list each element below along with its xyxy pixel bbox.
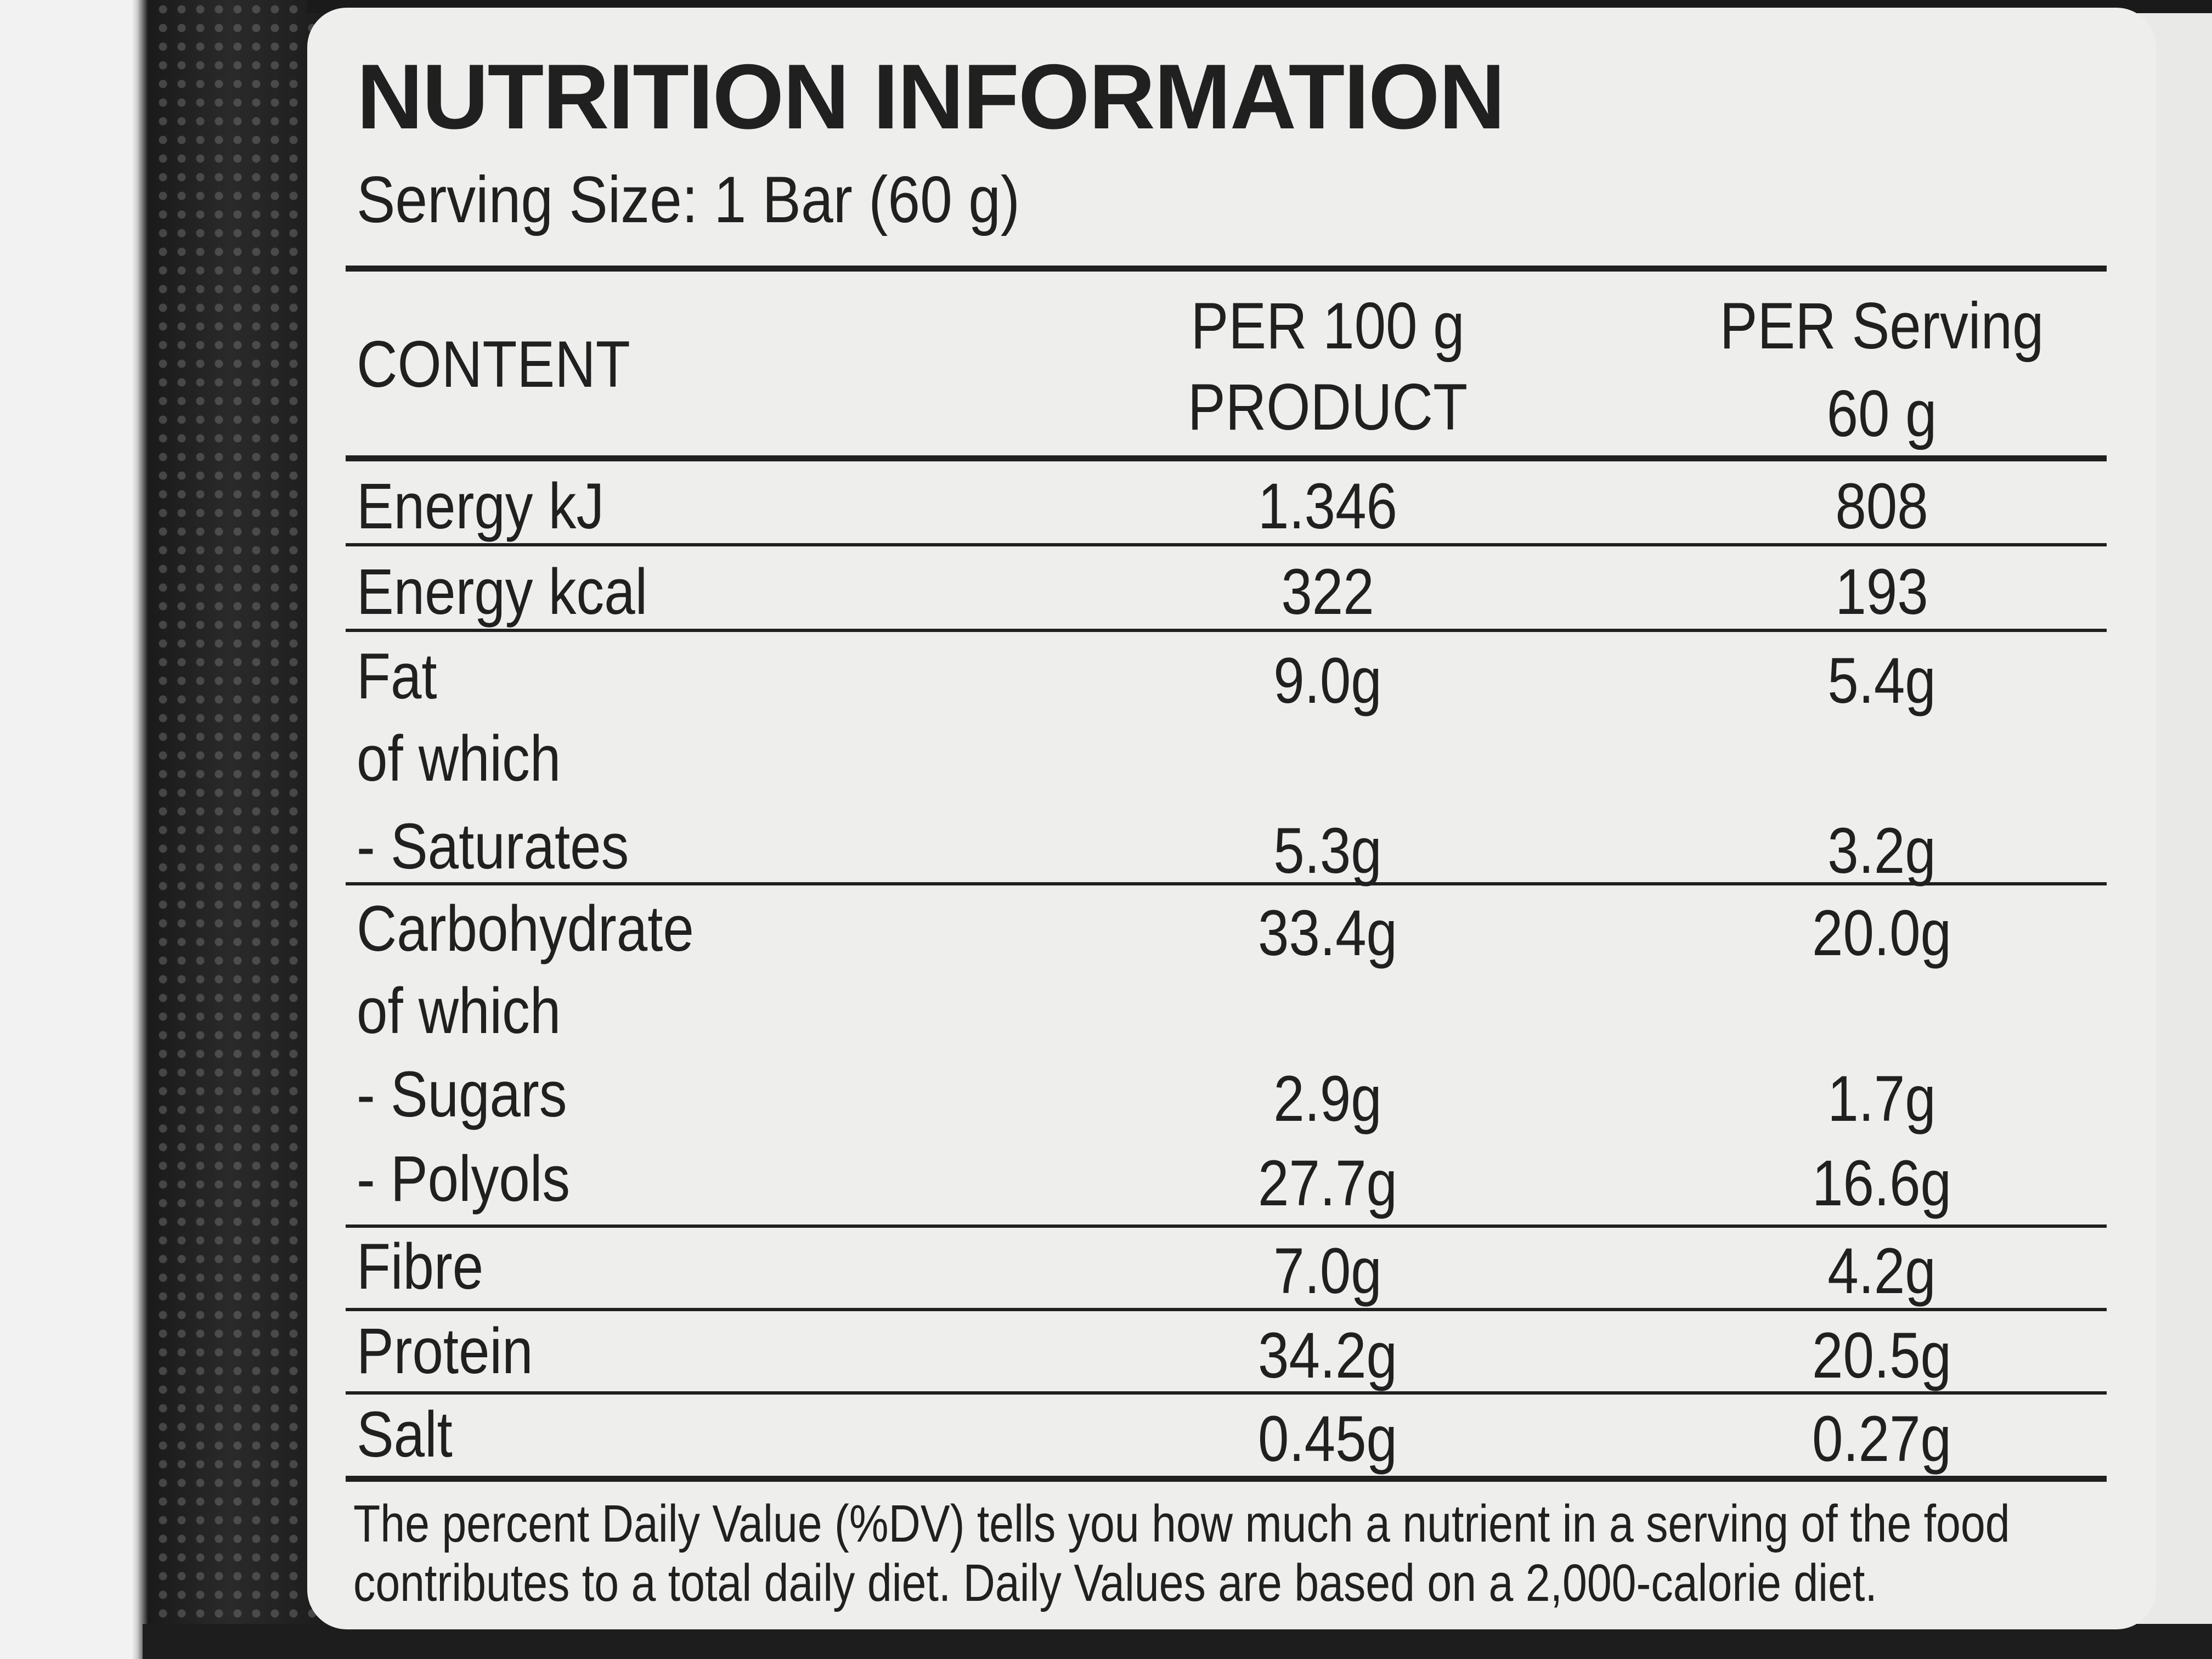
package-side-panel (0, 0, 329, 1659)
row-carbohydrate-per-serving: 20.0g (1812, 897, 1951, 969)
row-energy-kcal-per-serving: 193 (1835, 556, 1928, 628)
row-saturates-name: - Saturates (357, 810, 629, 883)
row-salt-per-serving: 0.27g (1812, 1403, 1951, 1475)
header-top-rule (346, 266, 2107, 272)
row-fibre-per-serving: 4.2g (1827, 1235, 1936, 1307)
row-polyols-per-serving: 16.6g (1812, 1147, 1951, 1220)
row-sugars-per-100g: 2.9g (1273, 1063, 1382, 1135)
footnote-line-1: The percent Daily Value (%DV) tells you … (353, 1494, 2010, 1553)
row-sugars-name: - Sugars (357, 1058, 567, 1131)
label-title: NUTRITION INFORMATION (357, 45, 1505, 148)
row-polyols-name: - Polyols (357, 1143, 571, 1215)
row-fibre-name: Fibre (357, 1231, 484, 1303)
row-divider (346, 1224, 2107, 1228)
row-fat-per-100g: 9.0g (1273, 645, 1382, 717)
row-energy-kj-per-serving: 808 (1835, 470, 1928, 543)
row-divider (346, 543, 2107, 546)
row-fat-per-serving: 5.4g (1827, 645, 1936, 717)
row-saturates-per-serving: 3.2g (1827, 815, 1936, 887)
column-header-per-100g-line2: PRODUCT (1187, 370, 1468, 444)
footnote-line-2: contributes to a total daily diet. Daily… (353, 1553, 1877, 1612)
column-header-per-100g-line1: PER 100 g (1190, 289, 1465, 363)
package-bottom-edge (143, 1624, 2212, 1659)
serving-size: Serving Size: 1 Bar (60 g) (357, 163, 1020, 236)
row-fat-of-which: of which (357, 723, 561, 795)
row-salt-name: Salt (357, 1398, 453, 1471)
column-header-per-serving-line1: PER Serving (1719, 289, 2044, 363)
table-bottom-rule (346, 1476, 2107, 1482)
row-salt-per-100g: 0.45g (1258, 1403, 1397, 1475)
row-divider (346, 1391, 2107, 1395)
header-bottom-rule (346, 455, 2107, 461)
row-energy-kj-name: Energy kJ (357, 470, 605, 543)
row-energy-kcal-per-100g: 322 (1281, 556, 1374, 628)
row-protein-per-serving: 20.5g (1812, 1319, 1951, 1392)
row-saturates-per-100g: 5.3g (1273, 815, 1382, 887)
column-header-content: CONTENT (357, 328, 630, 401)
row-carbohydrate-per-100g: 33.4g (1258, 897, 1397, 969)
column-header-per-serving-line2: 60 g (1826, 377, 1937, 450)
row-divider (346, 882, 2107, 885)
row-energy-kj-per-100g: 1.346 (1258, 470, 1397, 543)
row-protein-per-100g: 34.2g (1258, 1319, 1397, 1392)
row-divider (346, 629, 2107, 632)
package-dot-pattern (154, 0, 329, 1659)
row-carb-of-which: of which (357, 975, 561, 1047)
row-fibre-per-100g: 7.0g (1273, 1235, 1382, 1307)
row-fat-name: Fat (357, 640, 437, 713)
row-sugars-per-serving: 1.7g (1827, 1063, 1936, 1135)
row-divider (346, 1308, 2107, 1311)
daily-value-footnote: The percent Daily Value (%DV) tells you … (353, 1494, 2058, 1612)
row-polyols-per-100g: 27.7g (1258, 1147, 1397, 1220)
row-carbohydrate-name: Carbohydrate (357, 893, 694, 965)
nutrition-label: NUTRITION INFORMATION Serving Size: 1 Ba… (307, 8, 2156, 1629)
row-protein-name: Protein (357, 1315, 533, 1387)
row-energy-kcal-name: Energy kcal (357, 556, 648, 628)
